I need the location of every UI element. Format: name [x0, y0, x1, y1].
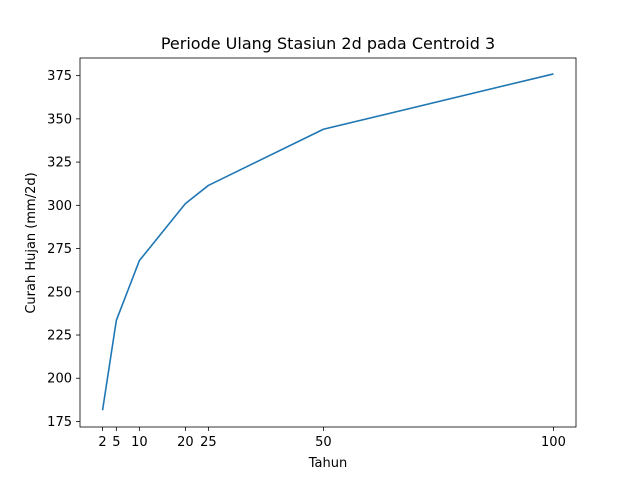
chart-title: Periode Ulang Stasiun 2d pada Centroid 3: [161, 34, 495, 53]
x-tick-label: 50: [315, 435, 332, 450]
x-tick-label: 10: [131, 435, 148, 450]
y-tick-label: 200: [47, 372, 72, 387]
y-tick-label: 275: [47, 242, 72, 257]
y-tick-label: 300: [47, 199, 72, 214]
y-tick-label: 375: [47, 69, 72, 84]
y-tick-label: 225: [47, 329, 72, 344]
x-tick-label: 5: [112, 435, 120, 450]
y-tick-label: 175: [47, 415, 72, 430]
y-tick-label: 350: [47, 112, 72, 127]
y-axis-label: Curah Hujan (mm/2d): [24, 172, 39, 313]
x-tick-label: 20: [177, 435, 194, 450]
x-tick-label: 2: [98, 435, 106, 450]
plot-area: 2 5 10 20 25 50 100 175 200 225 250 275 300 325 350 375: [47, 57, 577, 450]
y-tick-label: 250: [47, 285, 72, 300]
y-tick-label: 325: [47, 156, 72, 171]
x-axis-label: Tahun: [308, 456, 347, 471]
x-tick-label: 25: [200, 435, 217, 450]
x-tick-label: 100: [541, 435, 566, 450]
series-line: [101, 73, 554, 411]
axes-frame: [79, 57, 577, 428]
